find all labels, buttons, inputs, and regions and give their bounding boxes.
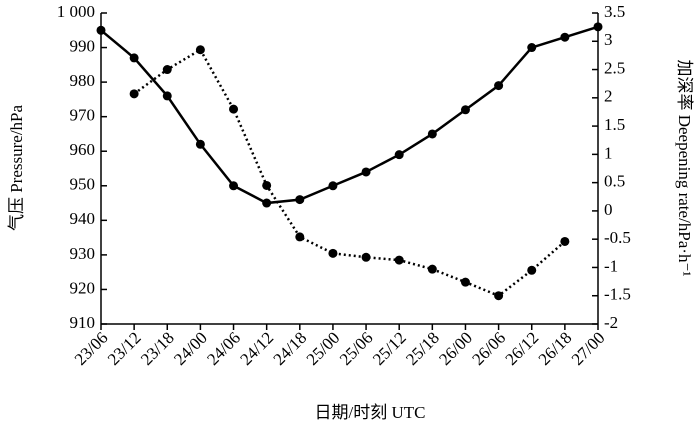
x-tick-label: 24/00: [170, 328, 211, 369]
data-point: [229, 181, 239, 191]
y2-tick-label: -1: [604, 256, 618, 275]
y2-axis-label: 加深率 Deepening rate/hPa·h⁻¹: [675, 59, 694, 276]
data-point: [460, 105, 470, 115]
x-tick-label: 25/06: [336, 328, 377, 369]
data-point: [295, 195, 305, 205]
y-axis-label: 气压 Pressure/hPa: [7, 105, 26, 232]
y-tick-label: 990: [70, 36, 96, 55]
data-point: [162, 65, 172, 75]
y-tick-label: 980: [70, 71, 96, 90]
data-point: [328, 248, 338, 258]
data-point: [527, 43, 537, 53]
data-point: [361, 167, 371, 177]
y2-tick-label: 1.5: [604, 115, 625, 134]
data-point: [527, 265, 537, 275]
y-tick-label: 920: [70, 278, 96, 297]
data-point: [129, 53, 139, 63]
x-tick-label: 26/18: [535, 328, 576, 369]
y-tick-label: 970: [70, 106, 96, 125]
y-tick-label: 960: [70, 140, 96, 159]
data-point: [328, 181, 338, 191]
data-point: [361, 252, 371, 262]
data-point: [427, 129, 437, 139]
x-tick-label: 25/00: [303, 328, 344, 369]
data-point: [162, 91, 172, 101]
x-axis-label: 日期/时刻 UTC: [315, 403, 426, 422]
data-point: [560, 32, 570, 42]
y2-tick-label: -2: [604, 313, 618, 332]
x-tick-label: 24/18: [270, 328, 311, 369]
data-point: [593, 22, 603, 32]
x-tick-label: 26/06: [468, 328, 509, 369]
y2-tick-label: -1.5: [604, 285, 631, 304]
y2-tick-label: 3: [604, 30, 613, 49]
data-point: [295, 232, 305, 242]
y2-tick-label: 1: [604, 143, 613, 162]
y-tick-label: 950: [70, 175, 96, 194]
x-tick-label: 26/00: [435, 328, 476, 369]
x-tick-label: 25/12: [369, 328, 410, 369]
x-tick-label: 23/18: [137, 328, 178, 369]
data-point: [195, 45, 205, 55]
y-tick-label: 1 000: [57, 2, 95, 21]
y2-tick-label: 0.5: [604, 172, 625, 191]
y2-tick-label: 3.5: [604, 2, 625, 21]
x-tick-label: 24/06: [203, 328, 244, 369]
y2-tick-label: -0.5: [604, 228, 631, 247]
data-point: [394, 150, 404, 160]
data-point: [427, 264, 437, 274]
x-tick-label: 25/18: [402, 328, 443, 369]
data-point: [195, 139, 205, 149]
data-point: [229, 104, 239, 114]
data-point: [560, 236, 570, 246]
series-line: [100, 25, 599, 205]
y2-tick-label: 2.5: [604, 58, 625, 77]
series-line: [133, 48, 566, 298]
y-tick-label: 930: [70, 244, 96, 263]
y-tick-label: 910: [70, 313, 96, 332]
x-tick-label: 26/12: [501, 328, 542, 369]
data-point: [96, 25, 106, 35]
data-point: [494, 81, 504, 91]
y2-tick-label: 2: [604, 87, 613, 106]
data-point: [129, 89, 139, 99]
y-tick-label: 940: [70, 209, 96, 228]
x-tick-label: 27/00: [568, 328, 609, 369]
y2-tick-label: 0: [604, 200, 613, 219]
data-point: [262, 198, 272, 208]
x-tick-label: 23/12: [104, 328, 145, 369]
x-tick-label: 24/12: [236, 328, 277, 369]
data-point: [460, 277, 470, 287]
data-point: [262, 180, 272, 190]
data-point: [494, 291, 504, 301]
data-point: [394, 255, 404, 265]
x-tick-label: 23/06: [71, 328, 112, 369]
